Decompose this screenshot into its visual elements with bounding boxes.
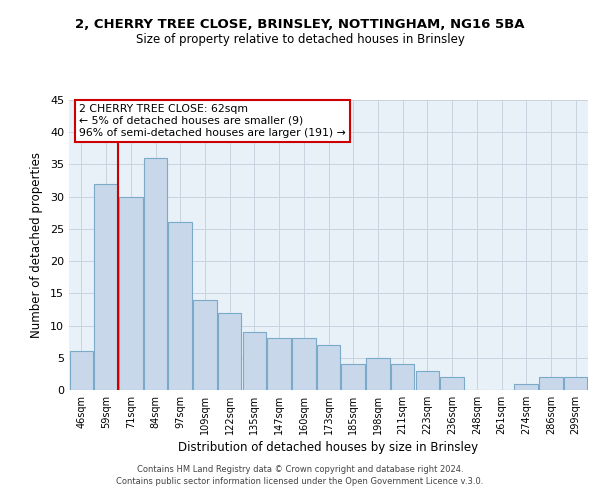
Bar — [317, 345, 340, 390]
Text: Contains public sector information licensed under the Open Government Licence v.: Contains public sector information licen… — [116, 477, 484, 486]
Bar — [70, 352, 93, 390]
Bar — [564, 377, 587, 390]
Bar — [440, 377, 464, 390]
Bar — [169, 222, 192, 390]
Bar — [539, 377, 563, 390]
X-axis label: Distribution of detached houses by size in Brinsley: Distribution of detached houses by size … — [178, 441, 479, 454]
Bar — [242, 332, 266, 390]
Text: Contains HM Land Registry data © Crown copyright and database right 2024.: Contains HM Land Registry data © Crown c… — [137, 465, 463, 474]
Bar — [341, 364, 365, 390]
Bar — [391, 364, 415, 390]
Text: Size of property relative to detached houses in Brinsley: Size of property relative to detached ho… — [136, 32, 464, 46]
Bar — [292, 338, 316, 390]
Bar — [268, 338, 291, 390]
Bar — [94, 184, 118, 390]
Bar — [193, 300, 217, 390]
Bar — [218, 312, 241, 390]
Bar — [119, 196, 143, 390]
Bar — [416, 370, 439, 390]
Y-axis label: Number of detached properties: Number of detached properties — [30, 152, 43, 338]
Text: 2 CHERRY TREE CLOSE: 62sqm
← 5% of detached houses are smaller (9)
96% of semi-d: 2 CHERRY TREE CLOSE: 62sqm ← 5% of detac… — [79, 104, 346, 138]
Bar — [514, 384, 538, 390]
Bar — [366, 358, 389, 390]
Bar — [144, 158, 167, 390]
Text: 2, CHERRY TREE CLOSE, BRINSLEY, NOTTINGHAM, NG16 5BA: 2, CHERRY TREE CLOSE, BRINSLEY, NOTTINGH… — [75, 18, 525, 30]
